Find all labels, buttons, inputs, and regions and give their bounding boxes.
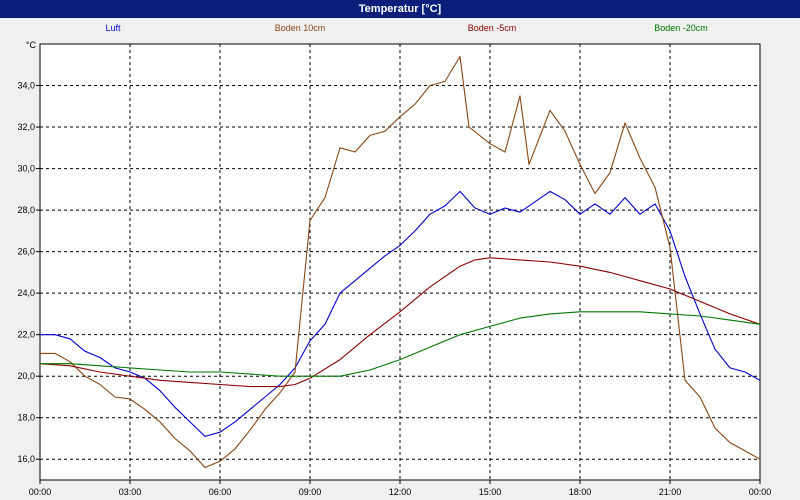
series-line-2 bbox=[40, 55, 761, 469]
y-axis-label: °C bbox=[26, 40, 37, 50]
x-tick-time-label: 12:00 bbox=[389, 487, 412, 497]
legend-entry-1: Luft bbox=[105, 23, 121, 33]
y-tick-label: 28,0 bbox=[17, 205, 35, 215]
x-tick-time-label: 03:00 bbox=[119, 487, 142, 497]
temperature-chart: 16,0 18,0 20,0 22,0 24,0 26,0 28,0 30,0 32,0 34,0… bbox=[17, 23, 772, 497]
x-tick-time-label: 15:00 bbox=[479, 487, 502, 497]
chart-title: Temperatur [°C] bbox=[0, 0, 800, 18]
legend-entry-2: Boden 10cm bbox=[275, 23, 326, 33]
grid bbox=[40, 44, 760, 480]
y-tick-label: 18,0 bbox=[17, 413, 35, 423]
legend-entry-4: Boden -20cm bbox=[654, 23, 708, 33]
series-line-3 bbox=[39, 257, 761, 388]
x-tick-time-label: 06:00 bbox=[209, 487, 232, 497]
series-line-1 bbox=[40, 190, 761, 437]
x-tick-time-label: 09:00 bbox=[299, 487, 322, 497]
y-tick-label: 22,0 bbox=[17, 330, 35, 340]
y-tick-label: 20,0 bbox=[17, 371, 35, 381]
axes: 16,0 18,0 20,0 22,0 24,0 26,0 28,0 30,0 32,0 34,0… bbox=[17, 40, 772, 497]
x-tick-time-label: 00:00 bbox=[29, 487, 52, 497]
y-tick-label: 32,0 bbox=[17, 122, 35, 132]
y-tick-label: 26,0 bbox=[17, 247, 35, 257]
legend-entry-3: Boden -5cm bbox=[468, 23, 517, 33]
y-tick-label: 24,0 bbox=[17, 288, 35, 298]
series-group bbox=[39, 55, 761, 469]
series-line-4 bbox=[40, 311, 761, 377]
legend: Luft Boden 10cm Boden -5cm Boden -20cm bbox=[105, 23, 707, 33]
x-tick-time-label: 18:00 bbox=[569, 487, 592, 497]
y-tick-label: 34,0 bbox=[17, 81, 35, 91]
x-tick-time-label: 00:00 bbox=[749, 487, 772, 497]
y-tick-label: 16,0 bbox=[17, 454, 35, 464]
x-tick-time-label: 21:00 bbox=[659, 487, 682, 497]
y-tick-label: 30,0 bbox=[17, 164, 35, 174]
